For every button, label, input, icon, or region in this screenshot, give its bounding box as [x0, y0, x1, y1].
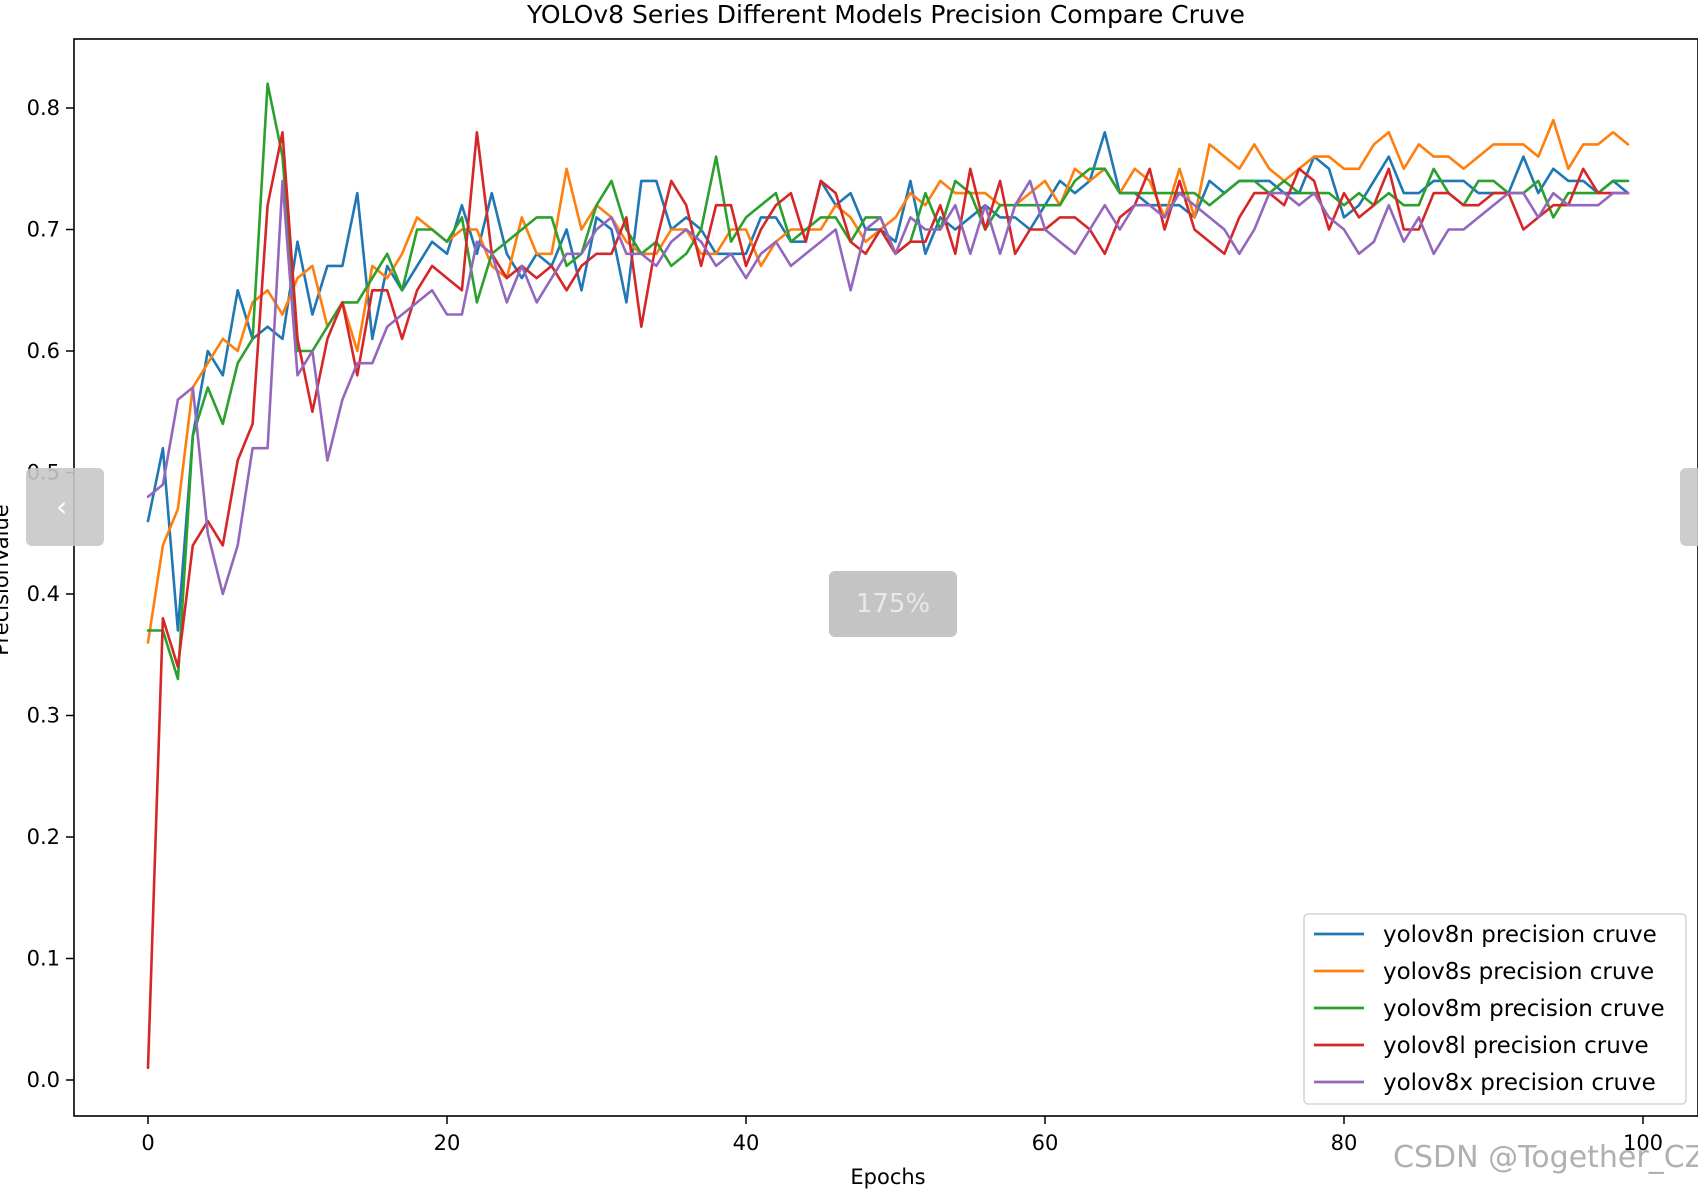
- series-line-4: [146, 179, 1630, 596]
- x-tick-label: 40: [733, 1131, 760, 1155]
- x-tick-label: 20: [434, 1131, 461, 1155]
- y-tick-label: 0.2: [27, 825, 60, 849]
- x-tick-label: 80: [1331, 1131, 1358, 1155]
- legend-box: [1303, 913, 1687, 1105]
- watermark: CSDN @Together_CZ: [1393, 1140, 1698, 1175]
- y-tick-label: 0.1: [27, 947, 60, 971]
- y-tick-label: 0.6: [27, 339, 60, 363]
- x-tick-label: 0: [141, 1131, 154, 1155]
- x-tick-label: 60: [1032, 1131, 1059, 1155]
- chart-title: YOLOv8 Series Different Models Precision…: [526, 0, 1245, 29]
- y-tick-label: 0.8: [27, 96, 60, 120]
- series-layer: [146, 82, 1630, 1070]
- x-axis-label: Epochs: [850, 1165, 925, 1189]
- legend-label-1: yolov8s precision cruve: [1383, 959, 1654, 985]
- series-line-0: [146, 131, 1630, 632]
- chevron-left-icon: ‹: [56, 490, 68, 523]
- x-axis: 0 20 40 60 80 100: [141, 1116, 1663, 1155]
- y-tick-label: 0.4: [27, 582, 60, 606]
- legend-label-2: yolov8m precision cruve: [1383, 996, 1665, 1022]
- legend-label-3: yolov8l precision cruve: [1383, 1033, 1649, 1059]
- y-tick-label: 0.7: [27, 218, 60, 242]
- next-image-button[interactable]: ›: [1680, 468, 1698, 546]
- y-axis: 0.00.10.20.30.40.50.60.70.8: [27, 96, 74, 1092]
- y-axis-label: PrecisionValue: [0, 504, 13, 655]
- zoom-level-badge: 175%: [829, 571, 957, 637]
- plot-frame: [73, 38, 1698, 1117]
- x-tick-label: 100: [1623, 1131, 1663, 1155]
- legend: yolov8n precision cruve yolov8s precision…: [1303, 913, 1687, 1105]
- legend-label-4: yolov8x precision cruve: [1383, 1070, 1656, 1096]
- series-line-3: [146, 131, 1630, 1070]
- y-tick-label: 0.0: [27, 1068, 60, 1092]
- legend-label-0: yolov8n precision cruve: [1383, 922, 1657, 948]
- prev-image-button[interactable]: ‹: [26, 468, 104, 546]
- series-line-1: [146, 118, 1630, 644]
- y-tick-label: 0.3: [27, 704, 60, 728]
